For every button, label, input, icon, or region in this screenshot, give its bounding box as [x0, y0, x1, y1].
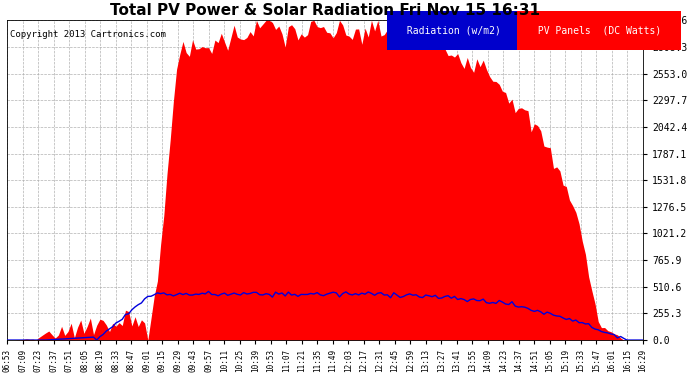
Text: Radiation (w/m2): Radiation (w/m2): [402, 25, 507, 35]
Text: Copyright 2013 Cartronics.com: Copyright 2013 Cartronics.com: [10, 30, 166, 39]
Title: Total PV Power & Solar Radiation Fri Nov 15 16:31: Total PV Power & Solar Radiation Fri Nov…: [110, 3, 540, 18]
Text: PV Panels  (DC Watts): PV Panels (DC Watts): [532, 25, 667, 35]
